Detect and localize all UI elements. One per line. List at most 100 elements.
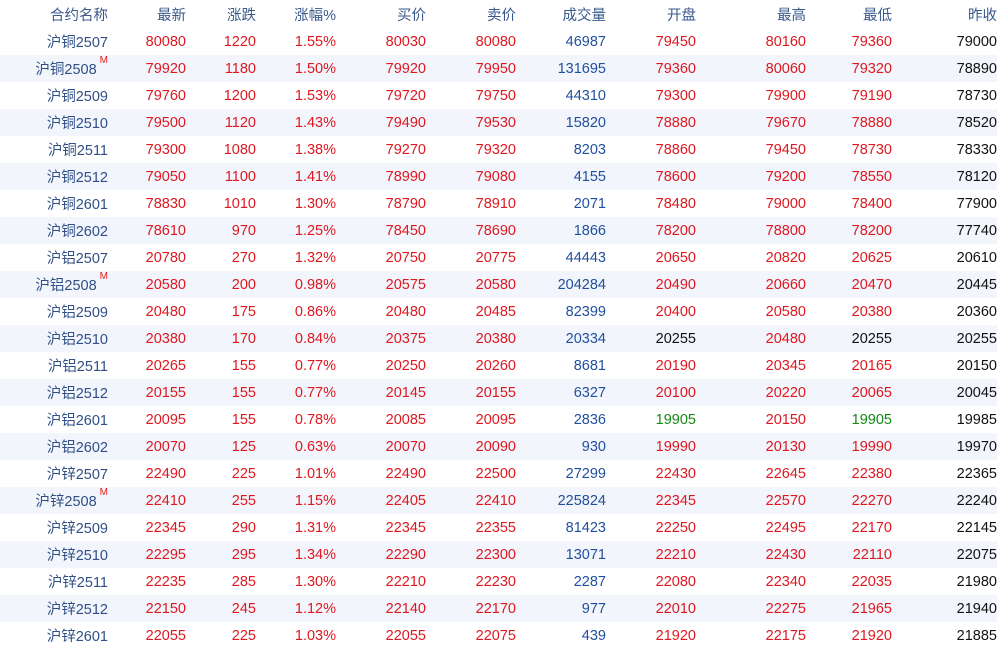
- cell-prev: 79000: [892, 28, 997, 55]
- cell-pct: 0.86%: [256, 298, 336, 325]
- cell-low: 78400: [806, 190, 892, 217]
- cell-ask: 20775: [426, 244, 516, 271]
- cell-volume: 13071: [516, 541, 606, 568]
- table-row[interactable]: 沪铝2512 20155 155 0.77% 20145 20155 6327 20100 20…: [0, 379, 997, 406]
- cell-ask: 20090: [426, 433, 516, 460]
- column-header-name[interactable]: 合约名称: [0, 0, 108, 28]
- column-header-low[interactable]: 最低: [806, 0, 892, 28]
- cell-change: 170: [186, 325, 256, 352]
- contract-name: 沪锌2507: [46, 467, 108, 483]
- column-header-change[interactable]: 涨跌: [186, 0, 256, 28]
- table-row[interactable]: 沪铜2512 79050 1100 1.41% 78990 79080 4155 78600 7…: [0, 163, 997, 190]
- table-row[interactable]: 沪铝2510 20380 170 0.84% 20375 20380 20334 20255 2…: [0, 325, 997, 352]
- cell-volume: 46987: [516, 28, 606, 55]
- table-row[interactable]: 沪铜2602 78610 970 1.25% 78450 78690 1866 78200 78…: [0, 217, 997, 244]
- table-row[interactable]: 沪铜2508M 79920 1180 1.50% 79920 79950 131695 793…: [0, 55, 997, 82]
- cell-volume: 977: [516, 595, 606, 622]
- cell-low: 20625: [806, 244, 892, 271]
- table-row[interactable]: 沪锌2510 22295 295 1.34% 22290 22300 13071 22210 2…: [0, 541, 997, 568]
- table-row[interactable]: 沪铝2508M 20580 200 0.98% 20575 20580 204284 2049…: [0, 271, 997, 298]
- cell-pct: 1.30%: [256, 190, 336, 217]
- cell-high: 20580: [696, 298, 806, 325]
- cell-change: 255: [186, 487, 256, 514]
- cell-pct: 0.98%: [256, 271, 336, 298]
- cell-open: 22010: [606, 595, 696, 622]
- table-row[interactable]: 沪铜2510 79500 1120 1.43% 79490 79530 15820 78880…: [0, 109, 997, 136]
- table-row[interactable]: 沪锌2507 22490 225 1.01% 22490 22500 27299 22430 2…: [0, 460, 997, 487]
- table-row[interactable]: 沪锌2508M 22410 255 1.15% 22405 22410 225824 2234…: [0, 487, 997, 514]
- cell-low: 79360: [806, 28, 892, 55]
- cell-contract-name: 沪铜2602: [0, 217, 108, 244]
- cell-change: 225: [186, 460, 256, 487]
- cell-contract-name: 沪铝2510: [0, 325, 108, 352]
- column-header-bid[interactable]: 买价: [336, 0, 426, 28]
- contract-name: 沪铝2511: [47, 359, 108, 375]
- contract-name: 沪铝2512: [46, 386, 108, 402]
- cell-prev: 78330: [892, 136, 997, 163]
- contract-name: 沪铜2509: [46, 89, 108, 105]
- table-row[interactable]: 沪铜2509 79760 1200 1.53% 79720 79750 44310 79300…: [0, 82, 997, 109]
- cell-bid: 78790: [336, 190, 426, 217]
- cell-ask: 20485: [426, 298, 516, 325]
- cell-low: 22110: [806, 541, 892, 568]
- cell-contract-name: 沪铜2511: [0, 136, 108, 163]
- table-row[interactable]: 沪锌2509 22345 290 1.31% 22345 22355 81423 22250 2…: [0, 514, 997, 541]
- table-row[interactable]: 沪铝2507 20780 270 1.32% 20750 20775 44443 20650 2…: [0, 244, 997, 271]
- cell-bid: 20480: [336, 298, 426, 325]
- cell-low: 78200: [806, 217, 892, 244]
- cell-change: 285: [186, 568, 256, 595]
- cell-high: 20480: [696, 325, 806, 352]
- table-row[interactable]: 沪铝2511 20265 155 0.77% 20250 20260 8681 20190 20…: [0, 352, 997, 379]
- column-header-last[interactable]: 最新: [108, 0, 186, 28]
- column-header-high[interactable]: 最高: [696, 0, 806, 28]
- table-row[interactable]: 沪锌2511 22235 285 1.30% 22210 22230 2287 22080 22…: [0, 568, 997, 595]
- contract-name: 沪铜2511: [47, 143, 108, 159]
- cell-low: 21965: [806, 595, 892, 622]
- table-row[interactable]: 沪铝2602 20070 125 0.63% 20070 20090 930 19990 201…: [0, 433, 997, 460]
- column-header-prev[interactable]: 昨收: [892, 0, 997, 28]
- column-header-ask[interactable]: 卖价: [426, 0, 516, 28]
- cell-change: 270: [186, 244, 256, 271]
- cell-bid: 79920: [336, 55, 426, 82]
- cell-pct: 1.32%: [256, 244, 336, 271]
- contract-name: 沪锌2512: [46, 602, 108, 618]
- cell-ask: 22500: [426, 460, 516, 487]
- contract-name: 沪锌2510: [46, 548, 108, 564]
- contract-name: 沪锌2509: [46, 521, 108, 537]
- table-row[interactable]: 沪铝2601 20095 155 0.78% 20085 20095 2836 19905 20…: [0, 406, 997, 433]
- cell-last: 79500: [108, 109, 186, 136]
- table-row[interactable]: 沪铜2507 80080 1220 1.55% 80030 80080 46987 79450…: [0, 28, 997, 55]
- table-row[interactable]: 沪铜2511 79300 1080 1.38% 79270 79320 8203 78860 7…: [0, 136, 997, 163]
- table-row[interactable]: 沪铝2509 20480 175 0.86% 20480 20485 82399 20400 2…: [0, 298, 997, 325]
- cell-volume: 439: [516, 622, 606, 649]
- cell-ask: 79950: [426, 55, 516, 82]
- contract-name: 沪铜2510: [46, 116, 108, 132]
- table-row[interactable]: 沪锌2601 22055 225 1.03% 22055 22075 439 21920 221…: [0, 622, 997, 649]
- cell-contract-name: 沪锌2510: [0, 541, 108, 568]
- column-header-open[interactable]: 开盘: [606, 0, 696, 28]
- cell-open: 78600: [606, 163, 696, 190]
- cell-volume: 44310: [516, 82, 606, 109]
- cell-ask: 22355: [426, 514, 516, 541]
- cell-low: 20065: [806, 379, 892, 406]
- cell-contract-name: 沪锌2509: [0, 514, 108, 541]
- cell-bid: 22055: [336, 622, 426, 649]
- cell-ask: 79530: [426, 109, 516, 136]
- cell-bid: 20070: [336, 433, 426, 460]
- cell-change: 245: [186, 595, 256, 622]
- cell-contract-name: 沪铝2512: [0, 379, 108, 406]
- cell-bid: 20375: [336, 325, 426, 352]
- cell-prev: 20445: [892, 271, 997, 298]
- column-header-pct[interactable]: 涨幅%: [256, 0, 336, 28]
- column-header-volume[interactable]: 成交量: [516, 0, 606, 28]
- cell-open: 22430: [606, 460, 696, 487]
- cell-bid: 22140: [336, 595, 426, 622]
- table-row[interactable]: 沪铜2601 78830 1010 1.30% 78790 78910 2071 78480 7…: [0, 190, 997, 217]
- cell-high: 22495: [696, 514, 806, 541]
- table-row[interactable]: 沪锌2512 22150 245 1.12% 22140 22170 977 22010 222…: [0, 595, 997, 622]
- cell-contract-name: 沪铜2510: [0, 109, 108, 136]
- cell-contract-name: 沪锌2511: [0, 568, 108, 595]
- cell-high: 80060: [696, 55, 806, 82]
- contract-name: 沪铝2509: [46, 305, 108, 321]
